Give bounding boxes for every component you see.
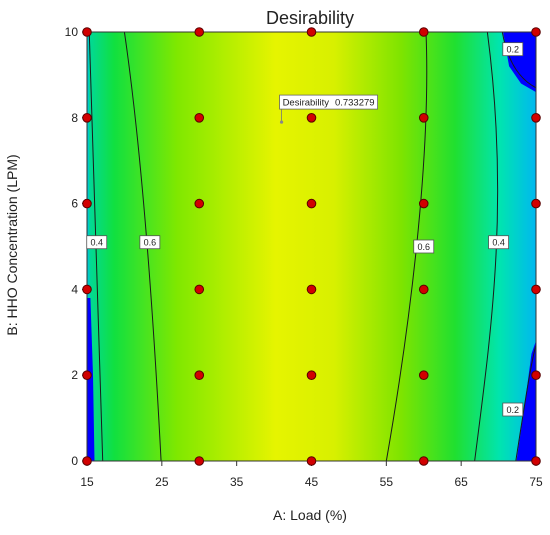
contour-label-0.2: 0.2 bbox=[502, 402, 524, 417]
contour-label-text: 0.4 bbox=[492, 238, 505, 248]
design-point[interactable] bbox=[531, 284, 541, 295]
y-tick-label: 2 bbox=[71, 368, 78, 382]
contour-label-box bbox=[502, 42, 524, 57]
contour-label-box bbox=[488, 235, 509, 250]
design-point[interactable] bbox=[82, 113, 92, 123]
x-axis-ticks: 15 25 35 45 55 65 75 bbox=[80, 461, 543, 489]
design-point[interactable] bbox=[306, 370, 317, 381]
design-point[interactable] bbox=[194, 27, 205, 37]
design-point[interactable] bbox=[306, 198, 317, 209]
design-point[interactable] bbox=[82, 370, 92, 381]
contour-label-text: 0.6 bbox=[417, 242, 430, 252]
design-point[interactable] bbox=[306, 284, 317, 295]
contour-label-0.6: 0.6 bbox=[413, 239, 435, 254]
contour-label-text: 0.2 bbox=[507, 405, 520, 415]
design-points bbox=[82, 27, 541, 466]
low-region-bottom-right bbox=[516, 340, 536, 461]
design-point[interactable] bbox=[418, 456, 429, 466]
annotation-value: 0.733279 bbox=[335, 98, 375, 109]
desirability-annotation[interactable]: Desirability 0.733279 bbox=[279, 94, 378, 124]
contour-label-0.6: 0.6 bbox=[139, 235, 161, 250]
design-point[interactable] bbox=[418, 370, 429, 381]
x-tick-label: 65 bbox=[454, 475, 468, 489]
design-point[interactable] bbox=[531, 456, 541, 466]
design-point[interactable] bbox=[194, 284, 205, 295]
design-point[interactable] bbox=[194, 198, 205, 209]
x-tick-label: 75 bbox=[529, 475, 543, 489]
design-point[interactable] bbox=[194, 456, 205, 466]
y-axis-ticks: 0 2 4 6 8 10 bbox=[65, 25, 87, 468]
contour-line-0.4-right bbox=[474, 32, 499, 461]
design-point[interactable] bbox=[194, 370, 205, 381]
design-point[interactable] bbox=[82, 27, 92, 37]
design-point[interactable] bbox=[82, 198, 92, 209]
contour-line-0.2-top bbox=[501, 32, 536, 89]
annotation-box bbox=[279, 94, 378, 110]
design-point[interactable] bbox=[418, 284, 429, 295]
y-tick-label: 6 bbox=[71, 197, 78, 211]
design-point[interactable] bbox=[306, 113, 317, 123]
contour-label-box bbox=[413, 239, 435, 254]
design-point[interactable] bbox=[306, 27, 317, 37]
y-tick-label: 0 bbox=[71, 454, 78, 468]
x-axis-label: A: Load (%) bbox=[273, 507, 347, 523]
contour-line-0.4-left bbox=[88, 32, 104, 461]
x-tick-label: 45 bbox=[305, 475, 319, 489]
contour-label-box bbox=[139, 235, 161, 250]
design-point[interactable] bbox=[418, 113, 429, 123]
design-point[interactable] bbox=[531, 113, 541, 123]
contour-label-text: 0.2 bbox=[507, 44, 520, 54]
y-axis-label: B: HHO Concentration (LPM) bbox=[4, 154, 20, 335]
contour-label-text: 0.4 bbox=[90, 238, 103, 248]
x-tick-label: 25 bbox=[155, 475, 169, 489]
x-tick-label: 55 bbox=[380, 475, 394, 489]
design-point[interactable] bbox=[194, 113, 205, 123]
design-point[interactable] bbox=[531, 370, 541, 381]
design-point[interactable] bbox=[531, 27, 541, 37]
design-point[interactable] bbox=[82, 284, 92, 295]
x-tick-label: 15 bbox=[80, 475, 94, 489]
contour-labels: 0.2 0.2 0.4 0.4 0.6 0.6 bbox=[86, 42, 524, 417]
x-tick-label: 35 bbox=[230, 475, 244, 489]
contour-label-box bbox=[86, 235, 108, 250]
design-point[interactable] bbox=[82, 456, 92, 466]
y-tick-label: 10 bbox=[65, 25, 79, 39]
contour-label-text: 0.6 bbox=[144, 238, 157, 248]
low-desirability-regions bbox=[87, 32, 536, 461]
contour-label-0.4: 0.4 bbox=[488, 235, 509, 250]
contour-label-0.2: 0.2 bbox=[502, 42, 524, 57]
annotation-marker bbox=[279, 120, 284, 124]
design-point[interactable] bbox=[306, 456, 317, 466]
annotation-label: Desirability bbox=[283, 98, 330, 109]
design-point[interactable] bbox=[418, 198, 429, 209]
contour-label-0.4: 0.4 bbox=[86, 235, 108, 250]
chart-title: Desirability bbox=[266, 8, 354, 28]
contour-label-box bbox=[502, 402, 524, 417]
y-tick-label: 4 bbox=[71, 282, 78, 296]
low-region-left-blue bbox=[87, 298, 95, 461]
design-point[interactable] bbox=[531, 198, 541, 209]
y-tick-label: 8 bbox=[71, 111, 78, 125]
design-point[interactable] bbox=[418, 27, 429, 37]
contour-line-0.2-bottom bbox=[515, 345, 536, 461]
